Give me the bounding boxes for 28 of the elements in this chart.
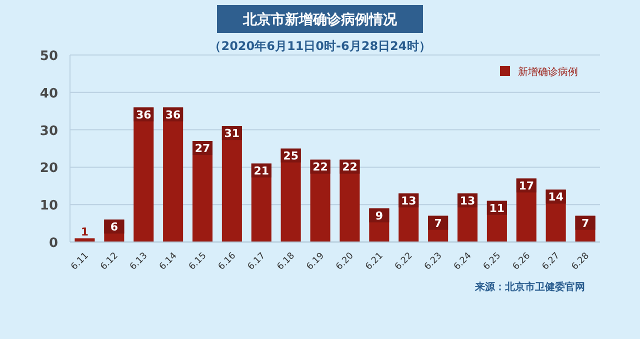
data-label: 14 — [548, 190, 564, 204]
data-label: 7 — [581, 216, 590, 230]
data-label: 22 — [312, 160, 328, 174]
data-label: 21 — [254, 164, 270, 178]
data-label: 1 — [80, 225, 89, 238]
data-label: 31 — [224, 127, 240, 140]
data-label: 13 — [460, 194, 476, 208]
data-label: 17 — [518, 179, 534, 192]
source-note: 来源：北京市卫健委官网 — [474, 281, 585, 293]
data-label: 7 — [434, 216, 442, 230]
y-tick-label: 40 — [40, 86, 58, 102]
data-label: 6 — [110, 220, 118, 234]
data-label: 25 — [283, 150, 298, 162]
y-tick-label: 10 — [40, 198, 58, 214]
y-tick-label: 20 — [40, 161, 58, 176]
y-tick-label: 50 — [40, 49, 58, 64]
data-label: 9 — [375, 209, 383, 222]
data-label: 27 — [194, 142, 210, 156]
y-tick-label: 0 — [48, 236, 58, 251]
data-label: 36 — [136, 108, 152, 122]
data-label: 22 — [342, 160, 358, 174]
y-tick-label: 30 — [40, 124, 58, 139]
legend-label: 新增确诊病例 — [518, 66, 578, 78]
chart-title: 北京市新增确诊病例情况 — [242, 11, 398, 28]
chart-subtitle: （2020年6月11日0时-6月28日24时） — [209, 39, 431, 53]
data-label: 13 — [400, 194, 416, 208]
data-label: 36 — [165, 108, 182, 122]
data-label: 11 — [489, 202, 505, 215]
